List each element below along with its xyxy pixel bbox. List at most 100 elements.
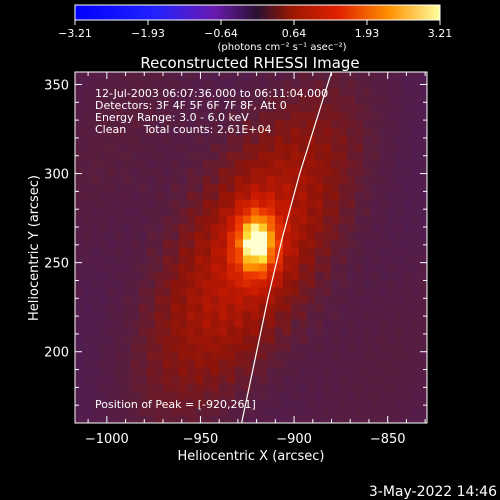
heatmap-cell <box>123 351 132 360</box>
heatmap-cell <box>283 247 292 257</box>
heatmap-cell <box>251 103 260 113</box>
heatmap-cell <box>243 327 252 336</box>
heatmap-cell <box>203 175 212 185</box>
heatmap-cell <box>123 407 132 416</box>
heatmap-cell <box>347 287 356 296</box>
heatmap-cell <box>395 263 404 273</box>
heatmap-cell <box>371 303 380 312</box>
heatmap-cell <box>171 215 180 225</box>
heatmap-cell <box>131 247 140 257</box>
heatmap-cell <box>363 159 372 169</box>
heatmap-cell <box>107 247 116 257</box>
heatmap-cell <box>403 247 412 257</box>
heatmap-cell <box>227 159 236 169</box>
heatmap-cell <box>259 151 268 161</box>
heatmap-cell <box>291 223 300 233</box>
heatmap-cell <box>155 127 164 137</box>
heatmap-cell <box>227 72 236 81</box>
heatmap-cell <box>195 199 204 209</box>
heatmap-cell <box>347 207 356 217</box>
heatmap-cell <box>131 335 140 344</box>
heatmap-cell <box>75 399 84 408</box>
heatmap-cell <box>267 375 276 384</box>
heatmap-cell <box>371 383 380 392</box>
heatmap-cell <box>83 279 92 288</box>
heatmap-cell <box>187 335 196 344</box>
heatmap-cell <box>155 311 164 320</box>
heatmap-cell <box>91 72 100 81</box>
heatmap-cell <box>171 335 180 344</box>
heatmap-cell <box>195 343 204 352</box>
heatmap-cell <box>91 239 100 249</box>
heatmap-cell <box>219 367 228 376</box>
heatmap-cell <box>347 199 356 209</box>
heatmap-cell <box>323 183 332 193</box>
heatmap-cell <box>323 215 332 225</box>
heatmap-cell <box>179 263 188 273</box>
heatmap-cell <box>291 319 300 328</box>
heatmap-cell <box>379 271 388 281</box>
heatmap-cell <box>267 231 276 241</box>
heatmap-cell <box>347 351 356 360</box>
heatmap-cell <box>243 319 252 328</box>
heatmap-cell <box>323 367 332 376</box>
heatmap-cell <box>363 151 372 161</box>
heatmap-cell <box>131 239 140 249</box>
heatmap-cell <box>403 255 412 265</box>
heatmap-cell <box>387 111 396 121</box>
heatmap-cell <box>75 87 84 97</box>
heatmap-cell <box>371 207 380 217</box>
heatmap-cell <box>243 263 252 273</box>
heatmap-cell <box>387 87 396 97</box>
heatmap-cell <box>283 127 292 137</box>
heatmap-cell <box>403 215 412 225</box>
heatmap-cell <box>371 215 380 225</box>
heatmap-cell <box>363 263 372 273</box>
heatmap-cell <box>363 415 372 423</box>
heatmap-cell <box>363 223 372 233</box>
heatmap-cell <box>315 303 324 312</box>
heatmap-cell <box>243 72 252 81</box>
heatmap-cell <box>387 79 396 89</box>
heatmap-cell <box>379 183 388 193</box>
heatmap-cell <box>123 151 132 161</box>
heatmap-cell <box>75 383 84 392</box>
heatmap-cell <box>99 111 108 121</box>
heatmap-cell <box>323 319 332 328</box>
heatmap-cell <box>395 143 404 153</box>
heatmap-cell <box>387 255 396 265</box>
heatmap-cell <box>323 72 332 81</box>
heatmap-cell <box>227 263 236 273</box>
heatmap-cell <box>131 367 140 376</box>
heatmap-cell <box>363 175 372 185</box>
heatmap-cell <box>99 415 108 423</box>
heatmap-cell <box>395 119 404 129</box>
heatmap-cell <box>227 111 236 121</box>
heatmap-cell <box>419 343 427 352</box>
heatmap-cell <box>403 135 412 145</box>
heatmap-cell <box>323 295 332 304</box>
heatmap-cell <box>139 79 148 89</box>
heatmap-cell <box>411 95 420 105</box>
heatmap-cell <box>419 391 427 400</box>
heatmap-cell <box>75 375 84 384</box>
heatmap-cell <box>411 231 420 241</box>
heatmap-cell <box>379 207 388 217</box>
heatmap-cell <box>299 199 308 209</box>
heatmap-cell <box>315 143 324 153</box>
heatmap-cell <box>243 143 252 153</box>
heatmap-cell <box>139 223 148 233</box>
heatmap-cell <box>227 343 236 352</box>
heatmap-cell <box>147 72 156 81</box>
heatmap-cell <box>115 311 124 320</box>
heatmap-cell <box>203 319 212 328</box>
heatmap-cell <box>83 223 92 233</box>
heatmap-cell <box>347 263 356 273</box>
heatmap-cell <box>115 279 124 288</box>
heatmap-cell <box>315 351 324 360</box>
heatmap-cell <box>243 351 252 360</box>
heatmap-cell <box>219 143 228 153</box>
heatmap-cell <box>283 167 292 177</box>
heatmap-cell <box>83 295 92 304</box>
heatmap-cell <box>267 367 276 376</box>
